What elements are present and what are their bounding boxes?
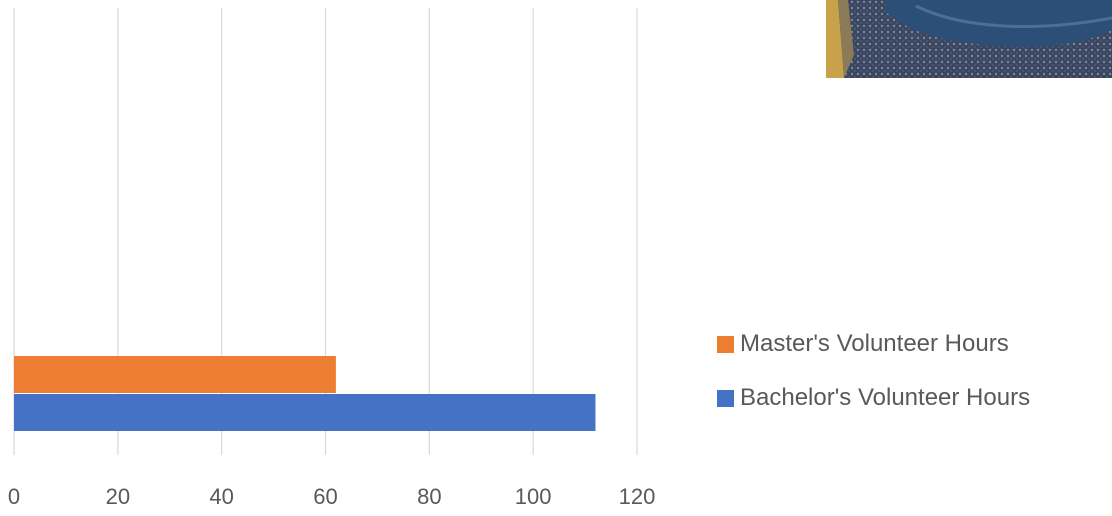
legend-swatch-bachelors <box>717 389 734 407</box>
legend-item-masters: Master's Volunteer Hours <box>717 328 1030 360</box>
gridlines <box>13 8 638 455</box>
bar-chart: 0 20 40 60 80 100 120 <box>8 8 655 509</box>
bar-bachelors <box>14 394 596 431</box>
legend-label-bachelors: Bachelor's Volunteer Hours <box>740 384 1031 411</box>
bar-masters <box>14 356 336 393</box>
x-tick-label: 20 <box>106 484 130 509</box>
legend-item-bachelors: Bachelor's Volunteer Hours <box>717 382 1030 414</box>
x-tick-label: 40 <box>209 484 233 509</box>
x-tick-label: 120 <box>619 484 656 509</box>
bars <box>14 356 596 431</box>
x-tick-label: 0 <box>8 484 20 509</box>
legend: Master's Volunteer Hours Bachelor's Volu… <box>717 328 1030 436</box>
x-tick-label: 60 <box>313 484 337 509</box>
legend-label-masters: Master's Volunteer Hours <box>740 330 1009 357</box>
x-axis-ticks: 0 20 40 60 80 100 120 <box>8 484 655 509</box>
x-tick-label: 100 <box>515 484 552 509</box>
photo-image <box>826 0 1112 78</box>
legend-swatch-masters <box>717 335 734 353</box>
x-tick-label: 80 <box>417 484 441 509</box>
